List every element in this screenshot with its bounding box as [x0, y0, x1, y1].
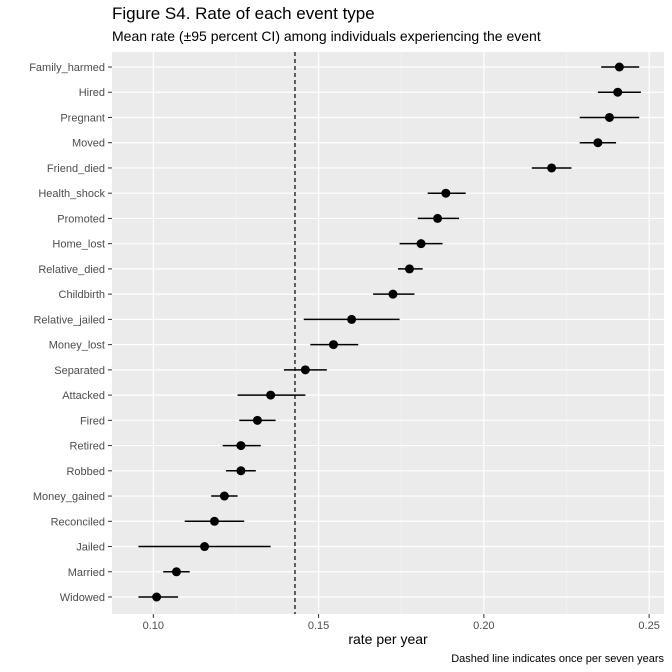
point-hired — [613, 87, 623, 97]
point-relative-jailed — [347, 314, 357, 324]
y-tick-label: Relative_died — [38, 264, 105, 276]
y-tick-label: Money_lost — [49, 340, 105, 352]
y-tick-label: Home_lost — [52, 239, 105, 251]
x-tick-label: 0.15 — [308, 620, 329, 632]
y-tick-label: Jailed — [76, 542, 105, 554]
y-tick-label: Attacked — [62, 390, 105, 402]
point-moved — [593, 138, 603, 148]
point-married — [171, 567, 181, 577]
point-childbirth — [388, 289, 398, 299]
y-tick-label: Friend_died — [47, 163, 105, 175]
y-tick-label: Hired — [79, 87, 105, 99]
y-tick-label: Reconciled — [51, 516, 105, 528]
y-axis-labels: Family_harmed Hired Pregnant Moved Friend_di… — [29, 62, 112, 604]
chart-subtitle: Mean rate (±95 percent CI) among individ… — [112, 28, 541, 44]
chart-caption: Dashed line indicates once per seven yea… — [451, 653, 664, 665]
y-tick-label: Relative_jailed — [33, 314, 105, 326]
x-tick-label: 0.10 — [143, 620, 164, 632]
point-reconciled — [209, 516, 219, 526]
y-tick-label: Widowed — [60, 592, 105, 604]
y-tick-label: Married — [68, 567, 105, 579]
y-tick-label: Family_harmed — [29, 62, 105, 74]
point-robbed — [236, 466, 246, 476]
point-money-lost — [328, 340, 338, 350]
point-promoted — [433, 213, 443, 223]
y-tick-label: Promoted — [57, 213, 105, 225]
point-fired — [252, 415, 262, 425]
point-jailed — [200, 542, 210, 552]
chart-title: Figure S4. Rate of each event type — [112, 4, 375, 23]
x-axis-title: rate per year — [348, 631, 428, 647]
y-tick-label: Health_shock — [38, 188, 105, 200]
y-tick-label: Retired — [70, 441, 105, 453]
gridlines — [112, 52, 664, 614]
point-attacked — [266, 390, 276, 400]
plot-panel — [112, 52, 664, 614]
point-home-lost — [416, 239, 426, 249]
point-friend-died — [547, 163, 557, 173]
point-relative-died — [404, 264, 414, 274]
y-tick-label: Fired — [80, 415, 105, 427]
y-tick-label: Robbed — [66, 466, 105, 478]
y-tick-label: Separated — [54, 365, 105, 377]
point-separated — [300, 365, 310, 375]
x-tick-label: 0.20 — [473, 620, 494, 632]
point-pregnant — [604, 112, 614, 122]
x-axis-labels: 0.10 0.15 0.20 0.25 — [143, 614, 660, 632]
point-health-shock — [441, 188, 451, 198]
point-money-gained — [219, 491, 229, 501]
y-tick-label: Money_gained — [33, 491, 105, 503]
y-tick-label: Childbirth — [59, 289, 105, 301]
point-family-harmed — [614, 62, 624, 72]
data-marks — [138, 62, 641, 602]
x-tick-label: 0.25 — [638, 620, 659, 632]
y-tick-label: Pregnant — [60, 112, 105, 124]
point-widowed — [152, 592, 162, 602]
y-tick-label: Moved — [72, 138, 105, 150]
point-retired — [236, 441, 246, 451]
